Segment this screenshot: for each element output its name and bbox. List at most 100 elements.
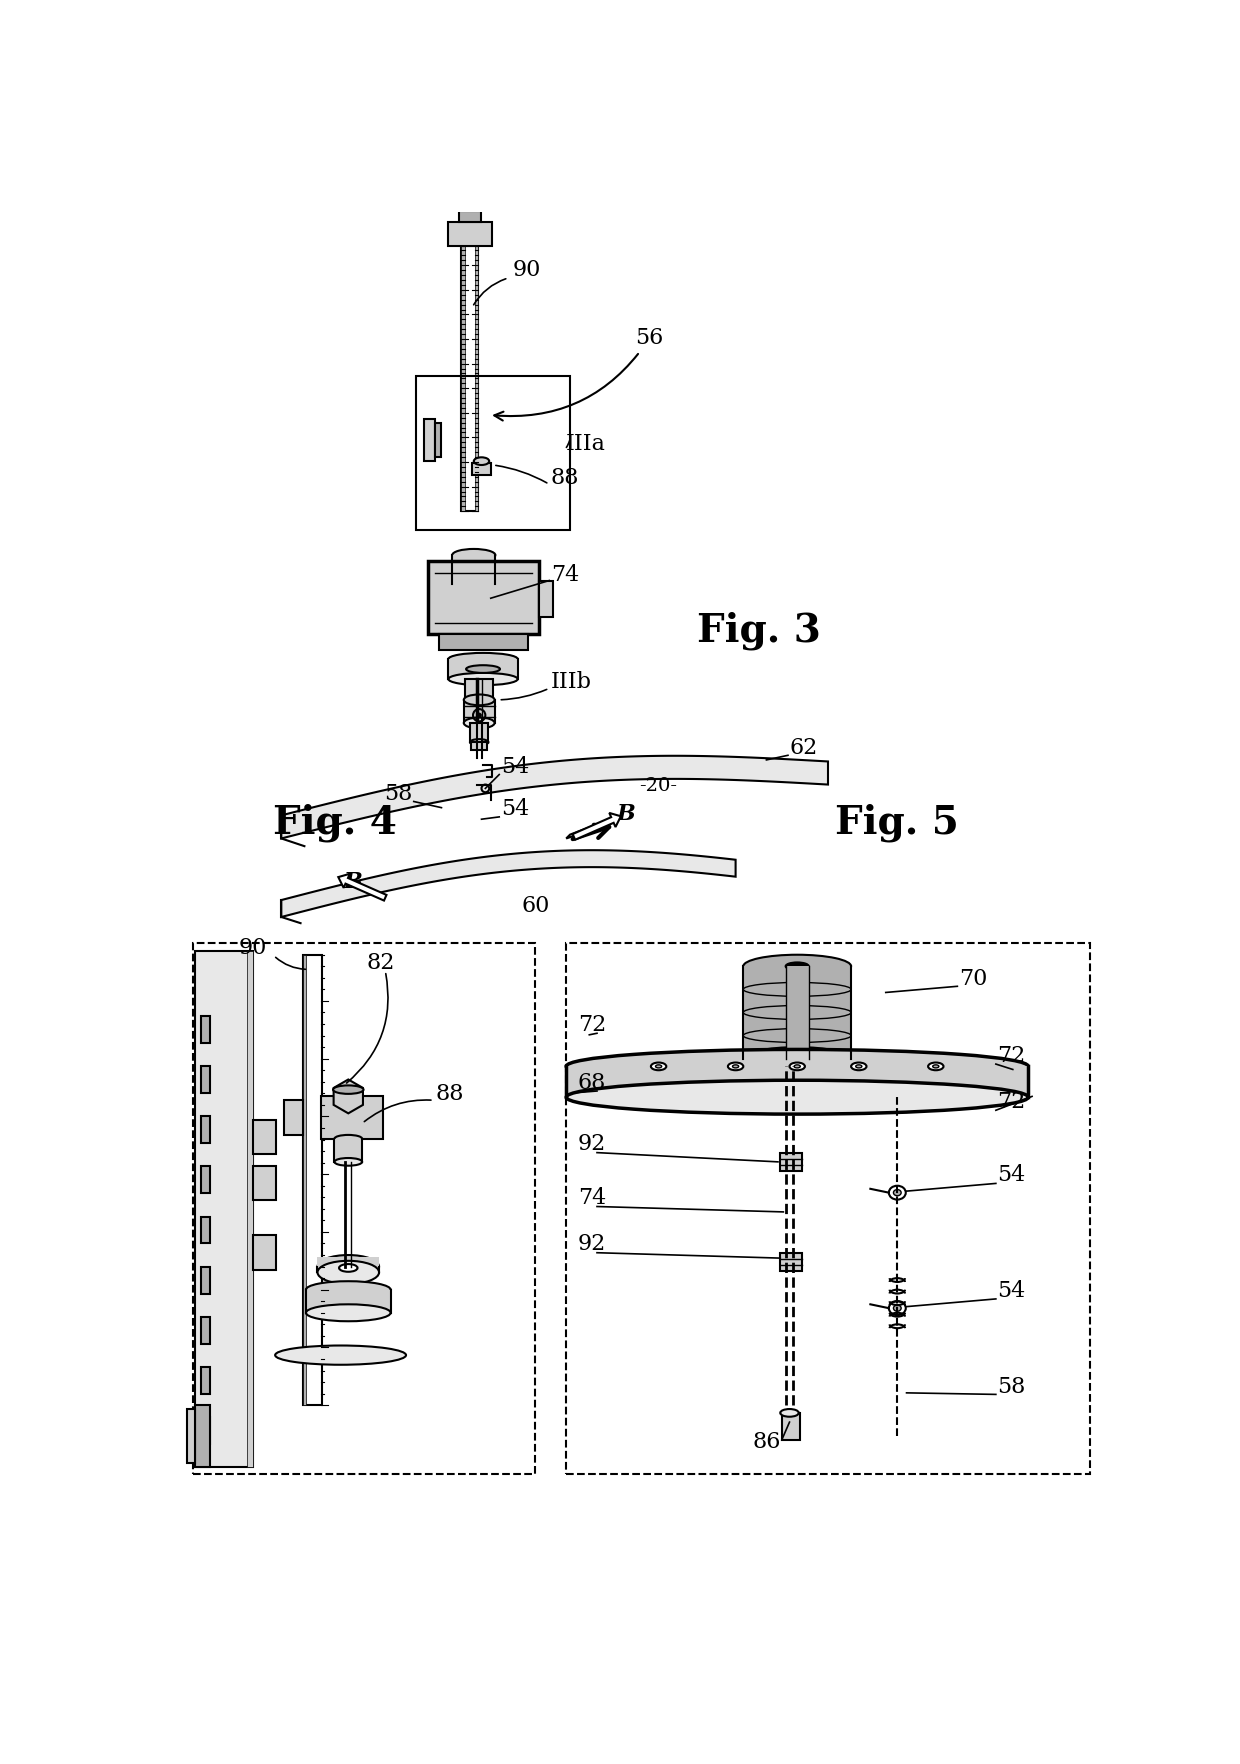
Text: 72: 72 bbox=[578, 1014, 606, 1035]
Bar bbox=[781, 1413, 800, 1439]
Text: 58: 58 bbox=[997, 1376, 1025, 1397]
Text: Fig. 5: Fig. 5 bbox=[836, 804, 960, 843]
Text: 58: 58 bbox=[384, 783, 412, 804]
Text: 72: 72 bbox=[997, 1090, 1025, 1113]
Polygon shape bbox=[334, 1080, 363, 1113]
Ellipse shape bbox=[317, 1261, 379, 1284]
Bar bbox=[253, 1235, 277, 1270]
Ellipse shape bbox=[780, 1409, 799, 1416]
FancyArrow shape bbox=[573, 813, 621, 840]
Bar bbox=[435, 423, 441, 457]
Bar bbox=[201, 1217, 211, 1244]
Bar bbox=[567, 944, 1090, 1475]
Bar bbox=[461, 245, 465, 512]
Bar bbox=[303, 954, 306, 1406]
Polygon shape bbox=[281, 755, 828, 838]
Bar bbox=[780, 1252, 802, 1272]
Text: -20-: -20- bbox=[640, 776, 677, 796]
Bar bbox=[201, 1166, 211, 1194]
Bar bbox=[461, 245, 479, 512]
Ellipse shape bbox=[335, 1134, 362, 1143]
Bar bbox=[201, 1117, 211, 1143]
Bar bbox=[284, 1101, 303, 1134]
Bar bbox=[539, 580, 553, 617]
Ellipse shape bbox=[786, 963, 808, 970]
Ellipse shape bbox=[728, 1062, 743, 1071]
Text: B: B bbox=[616, 803, 635, 826]
Ellipse shape bbox=[470, 739, 489, 744]
Text: 54: 54 bbox=[997, 1164, 1025, 1185]
Bar bbox=[321, 1097, 383, 1140]
Text: 88: 88 bbox=[551, 467, 579, 489]
Text: 90: 90 bbox=[512, 259, 541, 282]
FancyArrow shape bbox=[339, 873, 387, 901]
Ellipse shape bbox=[334, 1085, 363, 1094]
Bar bbox=[201, 1067, 211, 1094]
Bar bbox=[449, 660, 517, 679]
Text: 74: 74 bbox=[551, 563, 579, 586]
Ellipse shape bbox=[449, 653, 517, 665]
Bar bbox=[743, 967, 851, 1058]
Bar bbox=[201, 1016, 211, 1043]
Ellipse shape bbox=[466, 665, 500, 672]
Bar bbox=[247, 951, 253, 1468]
Bar bbox=[472, 462, 491, 475]
Bar bbox=[195, 1406, 211, 1468]
Ellipse shape bbox=[567, 1080, 1028, 1115]
Text: Fig. 4: Fig. 4 bbox=[273, 804, 397, 843]
Ellipse shape bbox=[851, 1062, 867, 1071]
Bar bbox=[195, 951, 253, 1468]
Text: IIIb: IIIb bbox=[551, 672, 591, 693]
Text: 86: 86 bbox=[753, 1431, 781, 1452]
Ellipse shape bbox=[464, 695, 495, 706]
Bar bbox=[201, 1267, 211, 1293]
Ellipse shape bbox=[465, 697, 494, 707]
Ellipse shape bbox=[894, 1305, 901, 1311]
Text: 92: 92 bbox=[578, 1233, 606, 1256]
Text: 72: 72 bbox=[997, 1044, 1025, 1067]
Ellipse shape bbox=[928, 1062, 944, 1071]
Bar bbox=[471, 743, 487, 750]
Text: Fig. 3: Fig. 3 bbox=[697, 612, 821, 649]
Text: 88: 88 bbox=[435, 1083, 464, 1106]
Text: 92: 92 bbox=[578, 1132, 606, 1155]
Ellipse shape bbox=[743, 954, 851, 977]
Bar bbox=[417, 376, 570, 531]
Ellipse shape bbox=[567, 1050, 1028, 1083]
Ellipse shape bbox=[651, 1062, 666, 1071]
Ellipse shape bbox=[894, 1189, 901, 1196]
Bar bbox=[253, 1120, 277, 1154]
Text: 74: 74 bbox=[578, 1187, 606, 1208]
Bar bbox=[428, 561, 539, 635]
Ellipse shape bbox=[790, 1062, 805, 1071]
Bar bbox=[465, 679, 494, 702]
Text: 54: 54 bbox=[501, 799, 529, 820]
Ellipse shape bbox=[464, 718, 495, 729]
Bar bbox=[187, 1409, 195, 1462]
Ellipse shape bbox=[339, 1265, 357, 1272]
Bar bbox=[424, 418, 435, 460]
Text: 68: 68 bbox=[578, 1073, 606, 1094]
Circle shape bbox=[477, 713, 481, 718]
Bar bbox=[192, 944, 536, 1475]
Ellipse shape bbox=[453, 579, 495, 591]
Bar bbox=[732, 1058, 863, 1065]
Ellipse shape bbox=[453, 549, 495, 561]
Bar bbox=[459, 212, 481, 222]
Text: IIIa: IIIa bbox=[567, 432, 606, 455]
Ellipse shape bbox=[335, 1157, 362, 1166]
Bar bbox=[317, 1258, 379, 1272]
Bar bbox=[201, 1316, 211, 1344]
Text: 54: 54 bbox=[501, 757, 529, 778]
Ellipse shape bbox=[932, 1065, 939, 1067]
Bar bbox=[475, 245, 479, 512]
Text: 82: 82 bbox=[366, 953, 394, 974]
Bar bbox=[780, 1152, 802, 1171]
Bar bbox=[439, 635, 528, 649]
Ellipse shape bbox=[449, 672, 517, 684]
Bar bbox=[470, 723, 489, 743]
Ellipse shape bbox=[275, 1346, 405, 1365]
Text: 60: 60 bbox=[521, 896, 549, 917]
Text: 54: 54 bbox=[997, 1279, 1025, 1302]
Bar bbox=[201, 1367, 211, 1394]
